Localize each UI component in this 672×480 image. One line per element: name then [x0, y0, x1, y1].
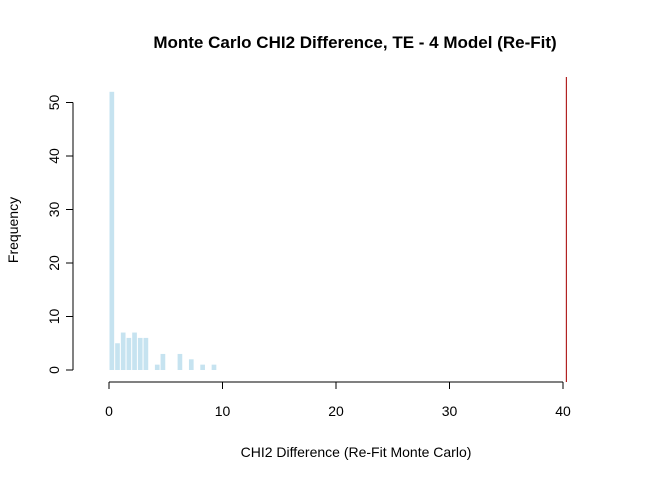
x-tick-label: 10 [215, 403, 231, 419]
x-axis-label: CHI2 Difference (Re-Fit Monte Carlo) [241, 444, 472, 460]
histogram-bar [154, 364, 160, 370]
histogram-bar [200, 364, 205, 370]
x-tick-label: 30 [442, 403, 458, 419]
x-axis: 0 10 20 30 40 [105, 381, 571, 419]
histogram-bar [188, 359, 194, 370]
histogram-bar [115, 343, 120, 370]
chart-title: Monte Carlo CHI2 Difference, TE - 4 Mode… [153, 33, 556, 52]
y-tick-label: 0 [46, 366, 62, 374]
histogram-bar [160, 353, 166, 370]
bars-group [109, 91, 217, 371]
x-tick-label: 0 [105, 403, 113, 419]
histogram-bar [120, 332, 126, 370]
histogram-bar [109, 91, 115, 371]
histogram-bar [143, 337, 149, 370]
y-tick-label: 10 [46, 309, 62, 325]
y-axis-label: Frequency [5, 197, 21, 263]
histogram-bar [126, 337, 132, 370]
y-tick-label: 20 [46, 255, 62, 271]
histogram-bar [137, 337, 143, 370]
histogram-bar [132, 332, 137, 370]
y-tick-label: 50 [46, 95, 62, 111]
histogram-bar [211, 364, 217, 370]
histogram-bar [177, 353, 183, 370]
x-tick-label: 20 [328, 403, 344, 419]
y-axis: 0 10 20 30 40 50 [46, 95, 74, 374]
y-tick-label: 40 [46, 148, 62, 164]
x-tick-label: 40 [555, 403, 571, 419]
y-tick-label: 30 [46, 202, 62, 218]
